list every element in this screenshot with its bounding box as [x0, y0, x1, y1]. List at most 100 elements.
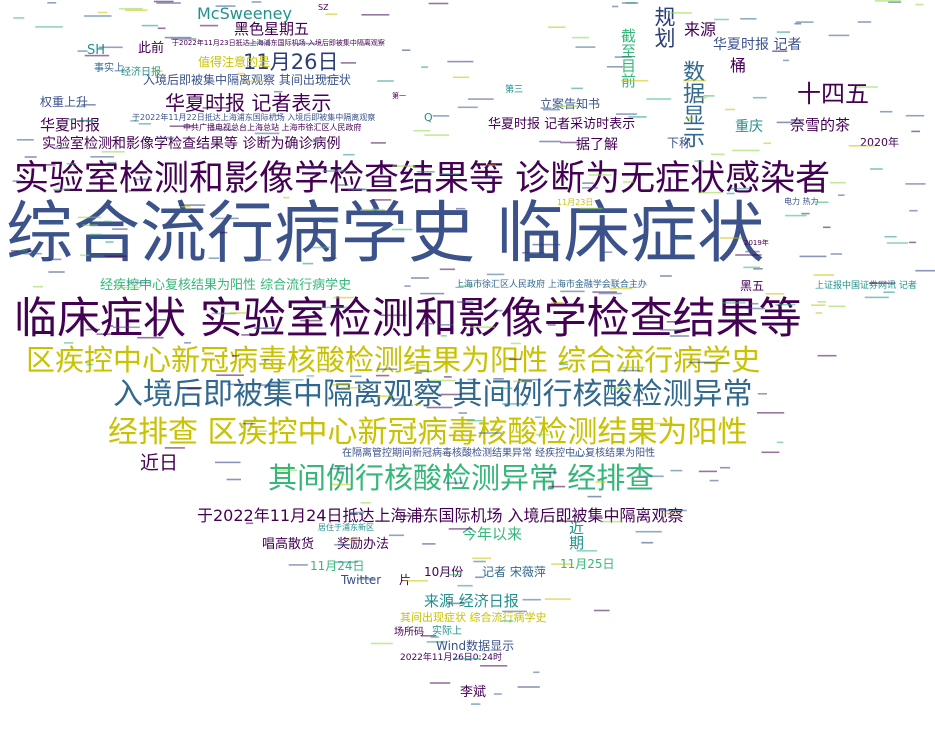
- word-14: 规划: [652, 6, 676, 48]
- word-speck: [199, 24, 219, 27]
- word-35: 2020年: [860, 136, 899, 149]
- word-51: 片: [399, 573, 412, 587]
- word-47: 10月份: [424, 565, 464, 579]
- word-55: 实际上: [432, 626, 462, 637]
- word-speck: [118, 7, 143, 10]
- word-speck: [402, 49, 411, 51]
- word-speck: [452, 76, 470, 79]
- word-speck: [389, 534, 405, 537]
- word-speck: [340, 62, 356, 64]
- word-37: 上海市徐汇区人民政府 上海市金融学会联合主办: [455, 280, 647, 290]
- word-speck: [815, 312, 823, 314]
- word-speck: [486, 273, 505, 276]
- word-speck: [360, 502, 371, 504]
- word-6: 经排查 区疾控中心新冠病毒核酸检测结果为阳性: [108, 415, 748, 450]
- word-speck: [884, 235, 897, 238]
- word-43: 唱高散货: [262, 537, 315, 552]
- word-speck: [838, 194, 845, 196]
- word-speck: [404, 285, 411, 287]
- word-67: 第一: [392, 92, 406, 100]
- word-speck: [472, 557, 491, 560]
- word-46: 11月24日: [310, 559, 365, 573]
- word-49: 11月25日: [560, 557, 615, 571]
- word-speck: [343, 153, 355, 156]
- word-speck: [641, 541, 654, 544]
- word-speck: [16, 139, 34, 141]
- word-speck: [422, 543, 436, 545]
- word-speck: [539, 140, 561, 143]
- word-speck: [457, 584, 473, 587]
- word-speck: [635, 530, 662, 533]
- word-41: 在隔离管控期间新冠病毒核酸检测结果异常 经疾控中心复核结果为阳性: [342, 448, 656, 459]
- word-speck: [522, 598, 541, 601]
- word-speck: [909, 209, 918, 212]
- word-speck: [593, 609, 610, 612]
- word-speck: [370, 142, 386, 144]
- word-17: 截至目前: [619, 28, 637, 88]
- word-20: 重庆: [735, 119, 763, 135]
- word-63: 11月23日: [557, 198, 594, 207]
- word-speck: [703, 95, 715, 97]
- word-speck: [883, 291, 895, 293]
- word-38: 黑五: [740, 279, 765, 293]
- word-53: 其间出现症状 综合流行病学史: [400, 611, 547, 624]
- word-64: 电力 热力: [784, 197, 819, 206]
- word-speck: [752, 96, 767, 99]
- word-speck: [533, 671, 540, 674]
- word-speck: [157, 27, 166, 30]
- word-speck: [575, 46, 596, 48]
- word-61: 中共广播电视总台上海总站 上海市徐汇区人民政府: [183, 123, 362, 132]
- word-23: 入境后即被集中隔离观察 其间出现症状: [143, 73, 351, 87]
- word-speck: [776, 31, 790, 33]
- word-12: McSweeney: [197, 4, 292, 23]
- word-1: 综合流行病学史 临床症状: [6, 194, 765, 272]
- word-speck: [517, 686, 540, 688]
- word-3: 实验室检测和影像学检查结果等 诊断为无症状感染者: [14, 159, 831, 199]
- word-speck: [35, 26, 63, 28]
- word-speck: [725, 108, 736, 111]
- word-32: 立案告知书: [540, 97, 601, 111]
- word-speck: [90, 156, 114, 158]
- word-speck: [288, 564, 308, 566]
- word-speck: [24, 156, 37, 158]
- word-50: Twitter: [341, 573, 382, 587]
- word-speck: [370, 642, 393, 645]
- word-29: 华夏时报: [40, 116, 101, 134]
- word-speck: [776, 441, 784, 444]
- word-62: 居住于浦东新区: [318, 523, 374, 532]
- word-speck: [429, 682, 451, 684]
- word-speck: [544, 598, 571, 600]
- word-speck: [587, 495, 602, 498]
- word-36: 经疾控中心复核结果为阳性 综合流行病学史: [100, 278, 352, 293]
- word-speck: [458, 412, 467, 414]
- word-speck: [153, 0, 174, 3]
- word-speck: [592, 291, 617, 293]
- word-57: 2022年11月26日0:24时: [400, 653, 503, 663]
- word-54: 场所码: [394, 627, 424, 638]
- word-26: 经济日报: [121, 67, 161, 78]
- word-speck: [830, 253, 843, 255]
- word-speck: [547, 26, 566, 28]
- word-speck: [377, 80, 394, 82]
- word-speck: [785, 214, 807, 217]
- word-speck: [97, 11, 108, 14]
- word-speck: [424, 134, 450, 136]
- word-speck: [432, 115, 450, 117]
- word-speck: [795, 21, 814, 23]
- word-speck: [811, 304, 826, 306]
- word-speck: [361, 14, 390, 16]
- word-speck: [457, 106, 478, 109]
- word-52: 来源 经济日报: [424, 592, 519, 610]
- word-speck: [801, 212, 810, 215]
- word-42: 今年以来: [462, 525, 523, 543]
- word-speck: [720, 466, 731, 469]
- word-speck: [447, 60, 474, 63]
- word-7: 其间例行核酸检测异常 经排查: [268, 461, 655, 495]
- word-24: 此前: [138, 41, 165, 56]
- word-speck: [670, 469, 683, 472]
- word-speck: [560, 290, 585, 293]
- word-speck: [829, 181, 846, 184]
- word-speck: [616, 113, 637, 115]
- word-speck: [857, 21, 872, 23]
- word-speck: [156, 2, 181, 4]
